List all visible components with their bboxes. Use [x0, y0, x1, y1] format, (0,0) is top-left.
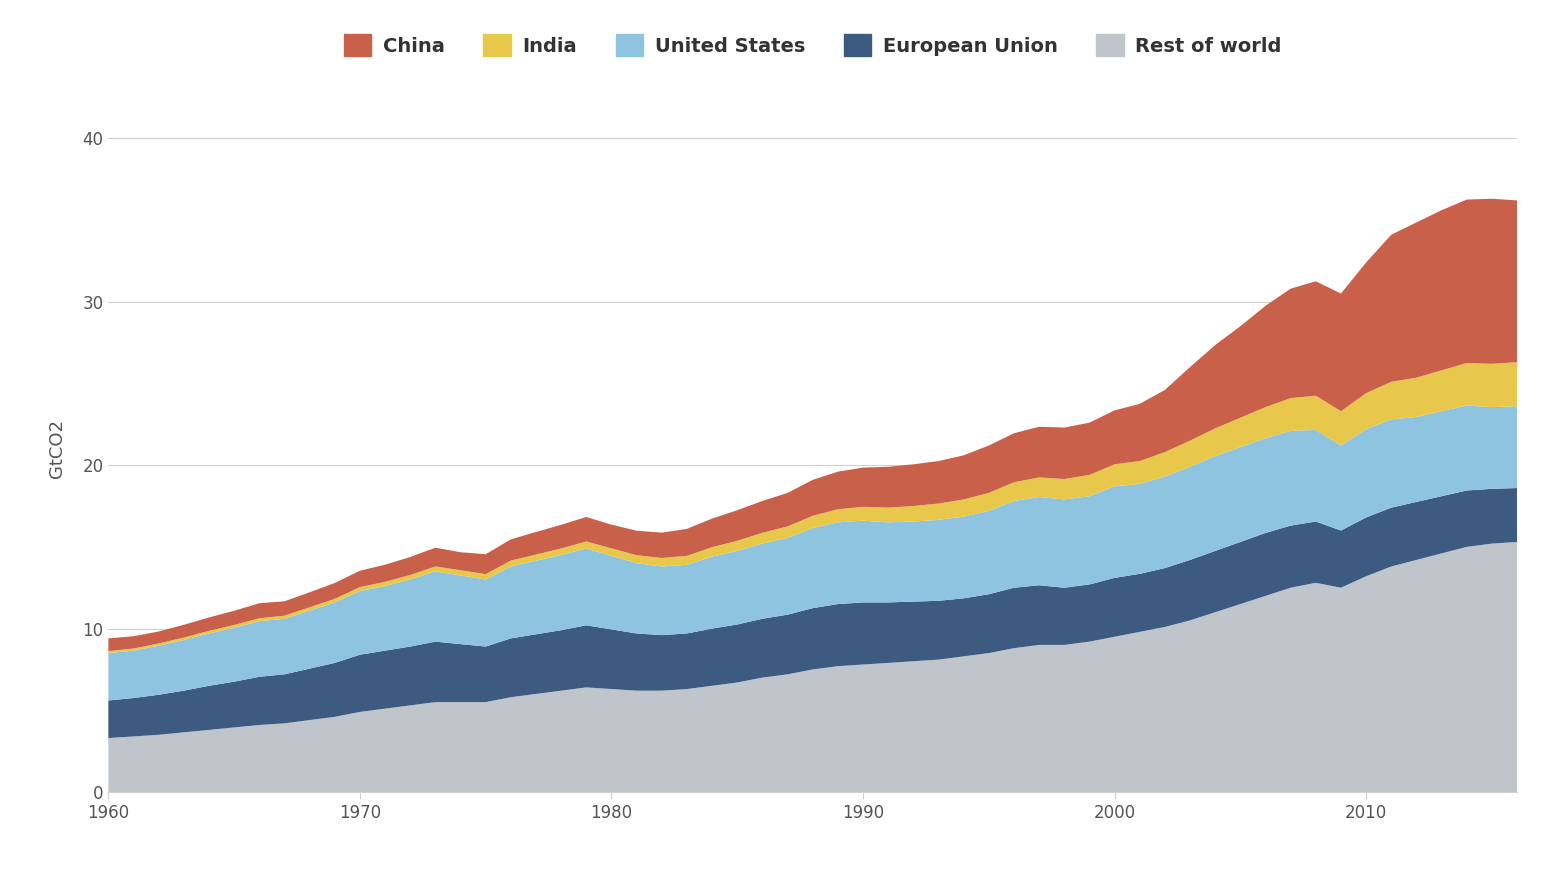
- Legend: China, India, United States, European Union, Rest of world: China, India, United States, European Un…: [336, 26, 1289, 64]
- Y-axis label: GtCO2: GtCO2: [48, 419, 65, 479]
